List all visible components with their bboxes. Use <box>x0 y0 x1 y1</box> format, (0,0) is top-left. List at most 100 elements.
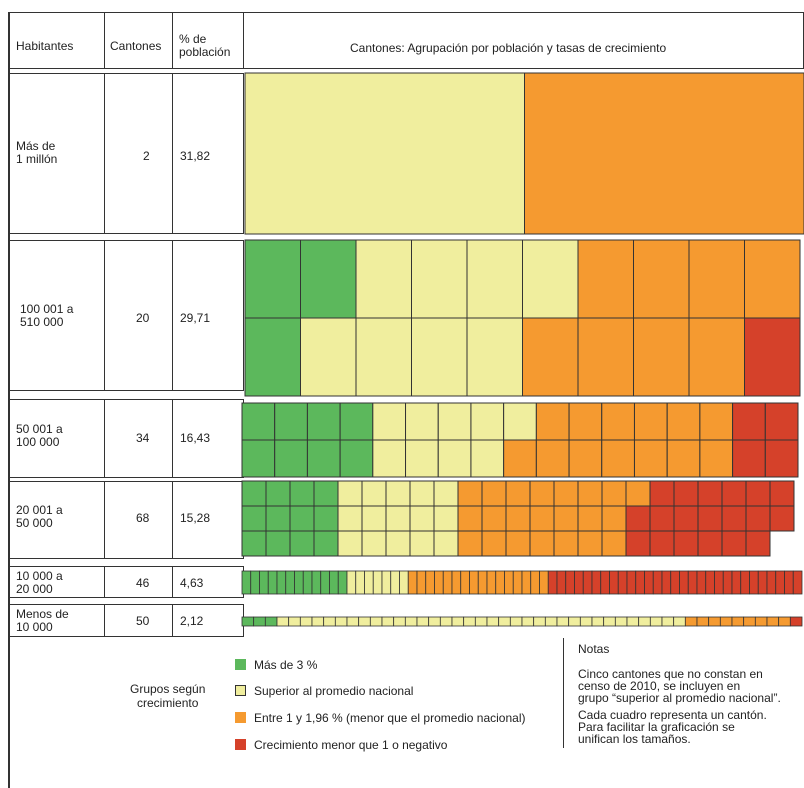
canton-square <box>302 570 313 595</box>
canton-square <box>731 570 742 595</box>
canton-square <box>644 570 654 595</box>
canton-square <box>407 570 418 595</box>
canton-square <box>409 505 435 532</box>
canton-square <box>505 530 531 557</box>
canton-square <box>381 570 392 595</box>
canton-square <box>633 402 668 441</box>
swatch-red <box>235 739 246 750</box>
canton-square <box>617 570 628 595</box>
header-poblacion: % de población <box>179 32 231 59</box>
canton-square <box>649 480 675 507</box>
canton-square <box>486 616 500 627</box>
canton-square <box>416 616 430 627</box>
canton-square <box>699 402 734 441</box>
row-divider <box>172 73 173 234</box>
canton-square <box>241 505 267 532</box>
canton-square <box>745 505 771 532</box>
canton-square <box>264 616 278 627</box>
canton-square <box>521 616 535 627</box>
canton-square <box>339 402 374 441</box>
canton-square <box>486 570 497 595</box>
canton-square <box>337 570 348 595</box>
canton-square <box>313 530 339 557</box>
canton-square <box>495 570 505 595</box>
canton-square <box>579 616 593 627</box>
canton-square <box>289 480 315 507</box>
canton-square <box>276 570 287 595</box>
canton-square <box>346 616 360 627</box>
canton-square <box>289 530 315 557</box>
habitantes-cell: 50 001 a 100 000 <box>16 422 63 449</box>
canton-square <box>285 570 295 595</box>
canton-square <box>778 616 791 627</box>
row-divider <box>104 566 105 598</box>
canton-square <box>311 570 322 595</box>
canton-square <box>577 480 603 507</box>
cantones-cell: 46 <box>136 576 150 590</box>
canton-square <box>399 570 409 595</box>
canton-square <box>740 570 750 595</box>
header-habitantes: Habitantes <box>16 39 74 53</box>
canton-square <box>451 570 462 595</box>
canton-square <box>320 570 330 595</box>
canton-square <box>679 570 689 595</box>
canton-square <box>535 439 570 478</box>
canton-square <box>553 480 579 507</box>
canton-square <box>337 530 363 557</box>
canton-square <box>306 402 341 441</box>
canton-square <box>633 317 690 397</box>
canton-square <box>547 570 558 595</box>
canton-square <box>241 439 276 478</box>
legend-label-green: Más de 3 % <box>254 658 318 672</box>
canton-square <box>358 616 371 627</box>
cantones-cell: 2 <box>143 149 150 163</box>
canton-square <box>437 439 472 478</box>
canton-square <box>289 505 315 532</box>
canton-square <box>241 402 276 441</box>
canton-square <box>405 402 439 441</box>
canton-square <box>265 505 291 532</box>
canton-square <box>766 616 780 627</box>
canton-square <box>512 570 523 595</box>
canton-square <box>259 570 269 595</box>
canton-square <box>372 439 407 478</box>
canton-square <box>433 530 459 557</box>
canton-square <box>649 530 675 557</box>
canton-square <box>601 530 627 557</box>
canton-square <box>745 530 771 557</box>
canton-square <box>339 439 374 478</box>
row-divider <box>172 566 173 598</box>
poblacion-cell: 16,43 <box>180 431 211 445</box>
canton-square <box>673 530 699 557</box>
notes-paragraph-1: Cinco cantones que no constan en censo d… <box>578 667 781 705</box>
canton-square <box>274 402 308 441</box>
canton-square <box>442 570 453 595</box>
row-divider <box>104 240 105 391</box>
canton-square <box>498 616 511 627</box>
canton-square <box>481 530 507 557</box>
header-cantones: Cantones <box>110 39 162 53</box>
canton-square <box>539 570 549 595</box>
canton-square <box>649 616 663 627</box>
canton-square <box>329 570 339 595</box>
canton-square <box>626 616 640 627</box>
canton-square <box>684 616 698 627</box>
notes-paragraph-2: Cada cuadro representa un cantón. Para f… <box>578 708 767 746</box>
canton-square <box>274 439 308 478</box>
canton-square <box>433 505 459 532</box>
canton-square <box>355 317 412 397</box>
canton-square <box>769 480 795 507</box>
canton-square <box>705 570 715 595</box>
cantones-cell: 34 <box>136 431 150 445</box>
canton-square <box>323 616 336 627</box>
canton-square <box>744 317 801 397</box>
canton-square <box>565 570 575 595</box>
notes-title: Notas <box>578 642 610 656</box>
canton-square <box>603 616 616 627</box>
canton-square <box>433 480 459 507</box>
canton-square <box>241 530 267 557</box>
canton-square <box>591 570 602 595</box>
canton-square <box>556 616 570 627</box>
canton-square <box>267 570 278 595</box>
